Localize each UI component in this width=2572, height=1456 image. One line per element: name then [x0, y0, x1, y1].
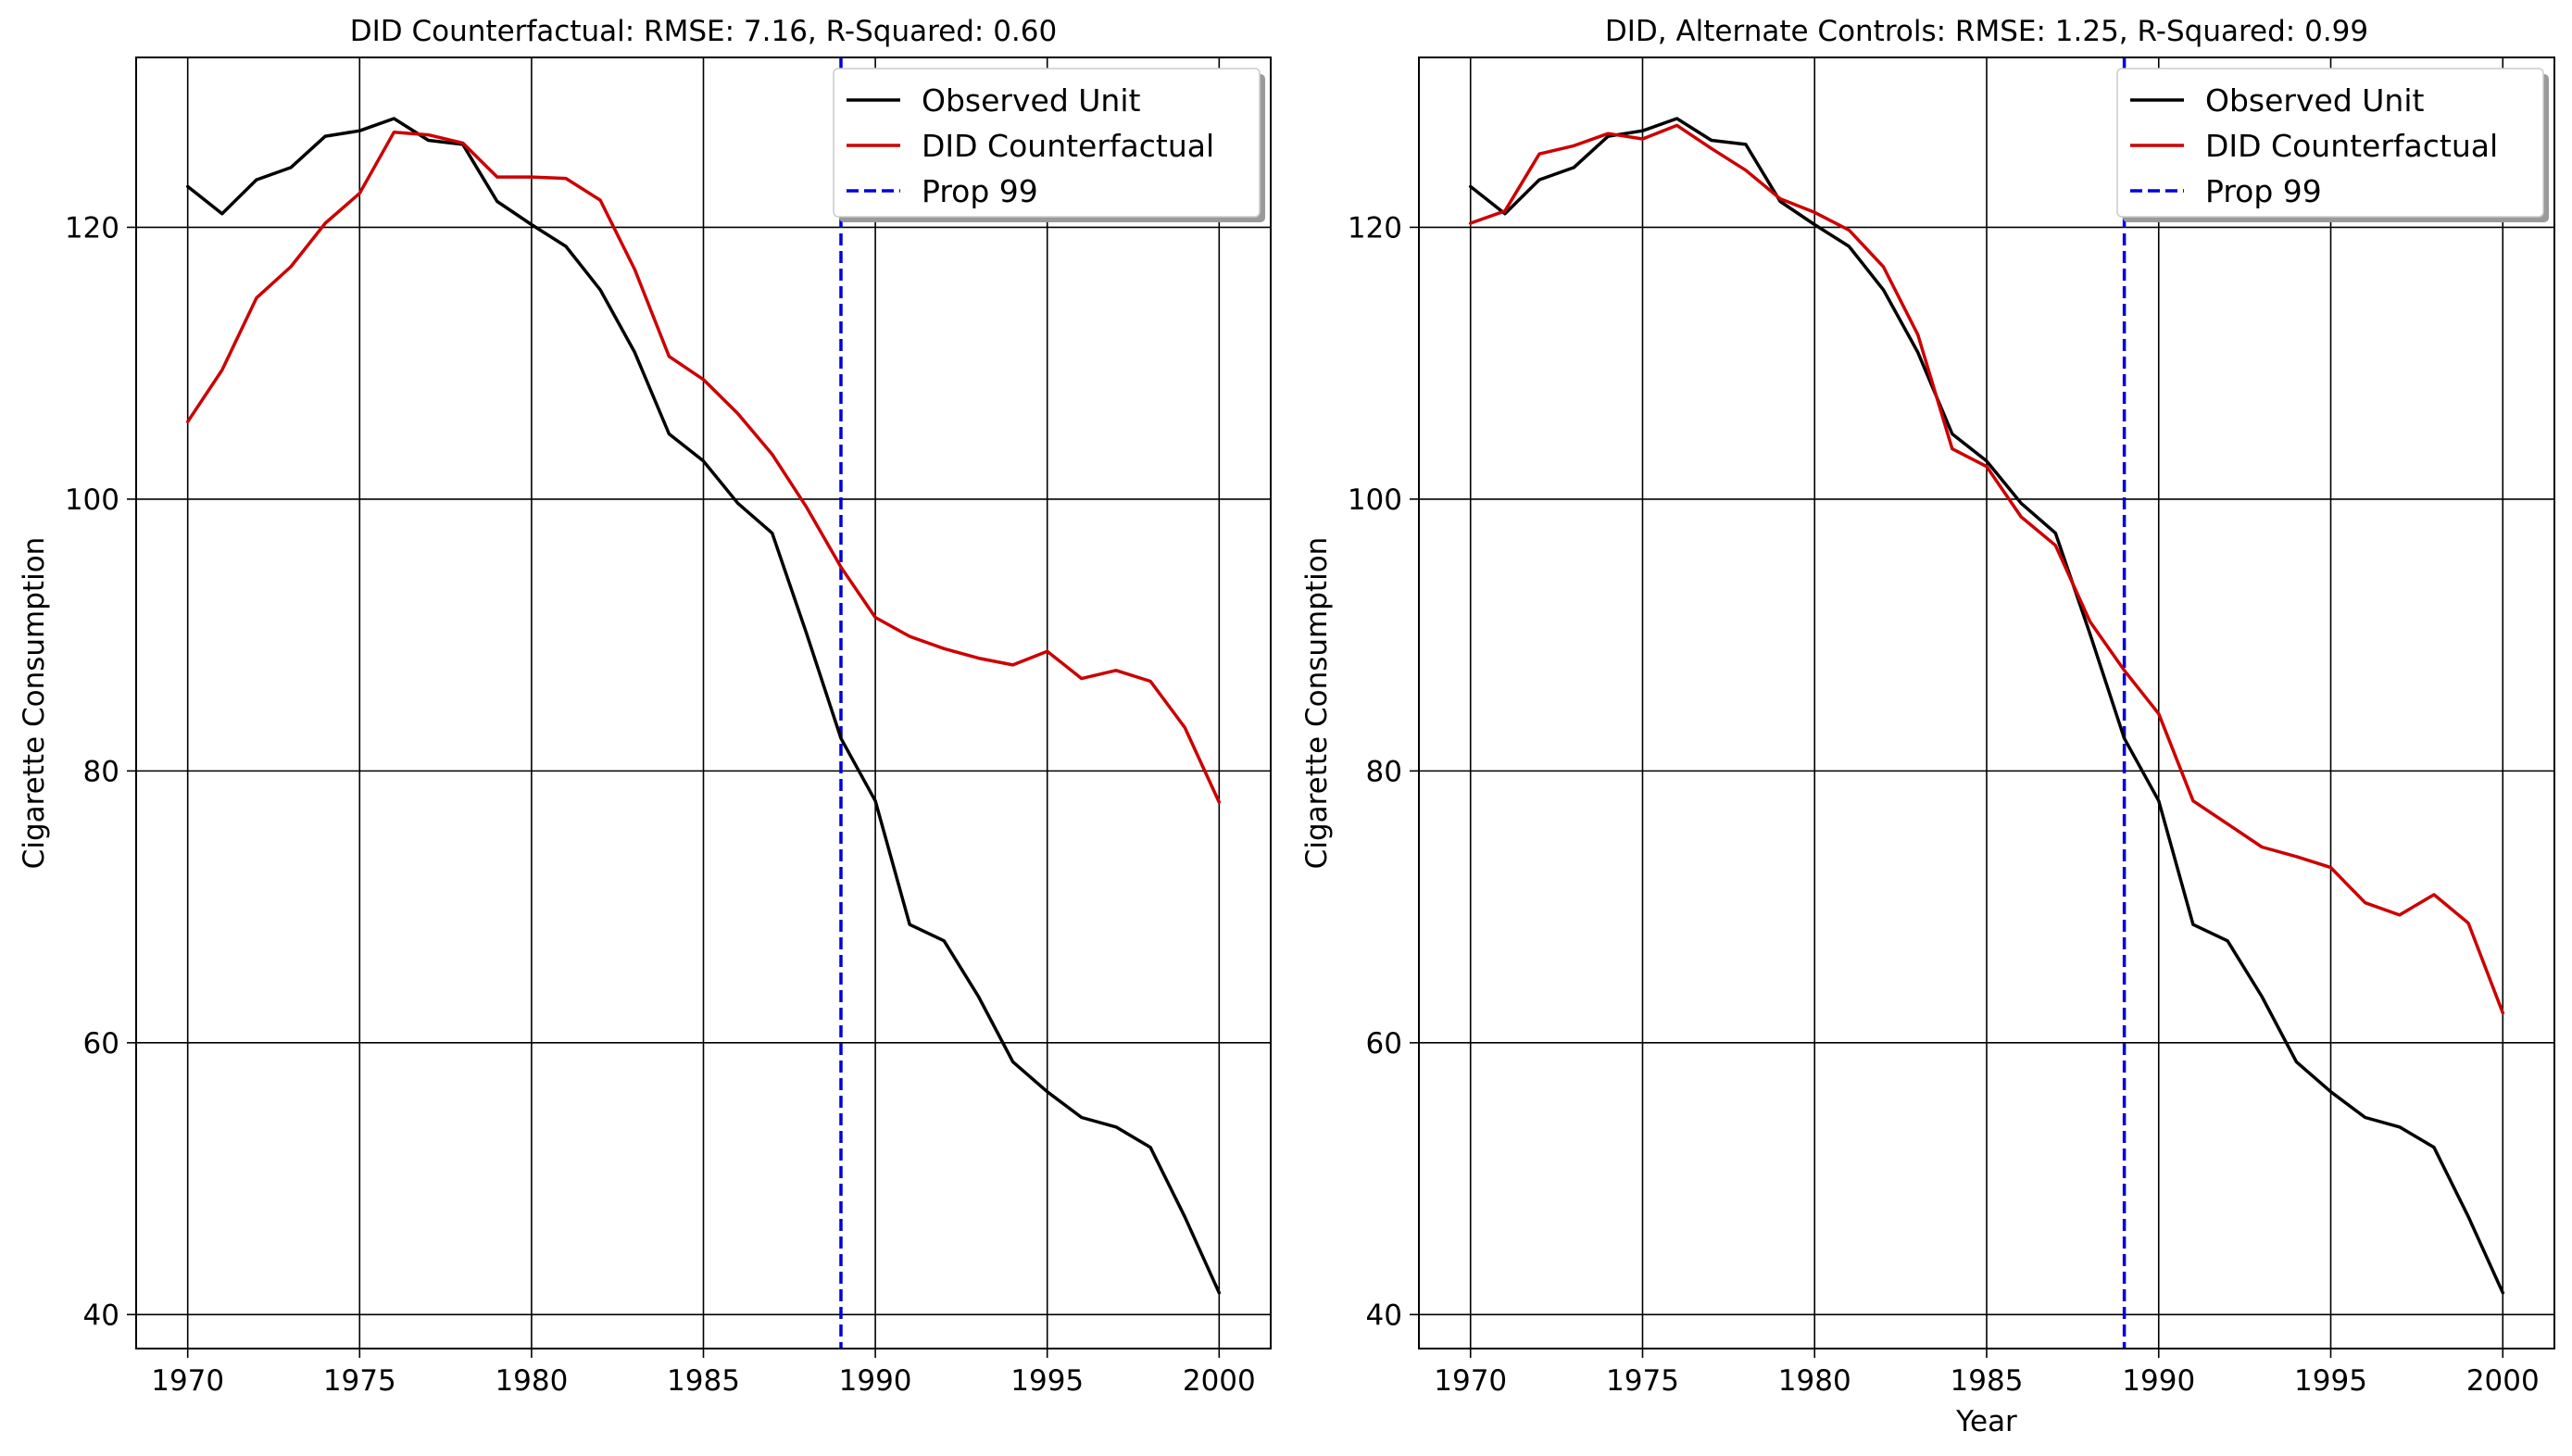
x-tick-label: 1985: [1951, 1364, 2024, 1398]
x-tick-label: 1975: [1606, 1364, 1679, 1398]
y-axis-label: Cigarette Consumption: [18, 537, 51, 870]
legend-observed-unit-label: Observed Unit: [922, 82, 1140, 119]
legend-box: [833, 68, 1261, 218]
x-tick-label: 1990: [2122, 1364, 2195, 1398]
x-tick-label: 1990: [839, 1364, 912, 1398]
y-axis-label: Cigarette Consumption: [1300, 537, 1334, 870]
x-tick-label: 1980: [1778, 1364, 1851, 1398]
legend-prop99-label: Prop 99: [2205, 173, 2322, 209]
chart-right: 1970 1975 1980 1985 1990 1995 2000 40 60 80 100 120…: [1300, 15, 2555, 1438]
y-tick-label: 80: [83, 755, 119, 788]
chart-left: 1970 1975 1980 1985 1990 1995 2000 40 60 80 100 120…: [18, 15, 1272, 1398]
x-tick-label: 1970: [1434, 1364, 1507, 1398]
legend: Observed Unit DID Counterfactual Prop 99: [2116, 68, 2549, 222]
x-tick-label: 2000: [2466, 1364, 2540, 1398]
x-tick-label: 1970: [151, 1364, 224, 1398]
legend-observed-unit-label: Observed Unit: [2205, 82, 2424, 119]
x-tick-label: 1985: [667, 1364, 740, 1398]
y-tick-label: 100: [65, 483, 119, 517]
observed-unit-line: [185, 117, 1222, 1295]
x-axis-label: Year: [1955, 1405, 2017, 1438]
x-tick-label: 1995: [1010, 1364, 1084, 1398]
y-tick-label: 120: [1348, 211, 1402, 245]
y-tick-label: 80: [1366, 755, 1402, 788]
y-tick-label: 120: [65, 211, 119, 245]
x-tick-label: 1980: [495, 1364, 568, 1398]
legend-did-counterfactual-label: DID Counterfactual: [2205, 128, 2498, 164]
chart-title: DID, Alternate Controls: RMSE: 1.25, R-S…: [1605, 15, 2368, 48]
y-tick-label: 60: [1366, 1027, 1402, 1061]
did-counterfactual-line: [1468, 123, 2505, 1015]
y-tick-label: 60: [83, 1027, 119, 1061]
legend-box: [2116, 68, 2544, 218]
x-tick-label: 1975: [323, 1364, 396, 1398]
did-counterfactual-line: [185, 130, 1222, 804]
y-tick-label: 40: [83, 1299, 119, 1332]
observed-unit-line: [1468, 117, 2505, 1295]
y-tick-label: 40: [1366, 1299, 1402, 1332]
legend-prop99-label: Prop 99: [922, 173, 1038, 209]
legend: Observed Unit DID Counterfactual Prop 99: [833, 68, 1265, 222]
legend-did-counterfactual-label: DID Counterfactual: [922, 128, 1214, 164]
chart-title: DID Counterfactual: RMSE: 7.16, R-Square…: [350, 15, 1057, 48]
x-tick-label: 1995: [2294, 1364, 2367, 1398]
x-tick-label: 2000: [1183, 1364, 1256, 1398]
y-tick-label: 100: [1348, 483, 1402, 517]
